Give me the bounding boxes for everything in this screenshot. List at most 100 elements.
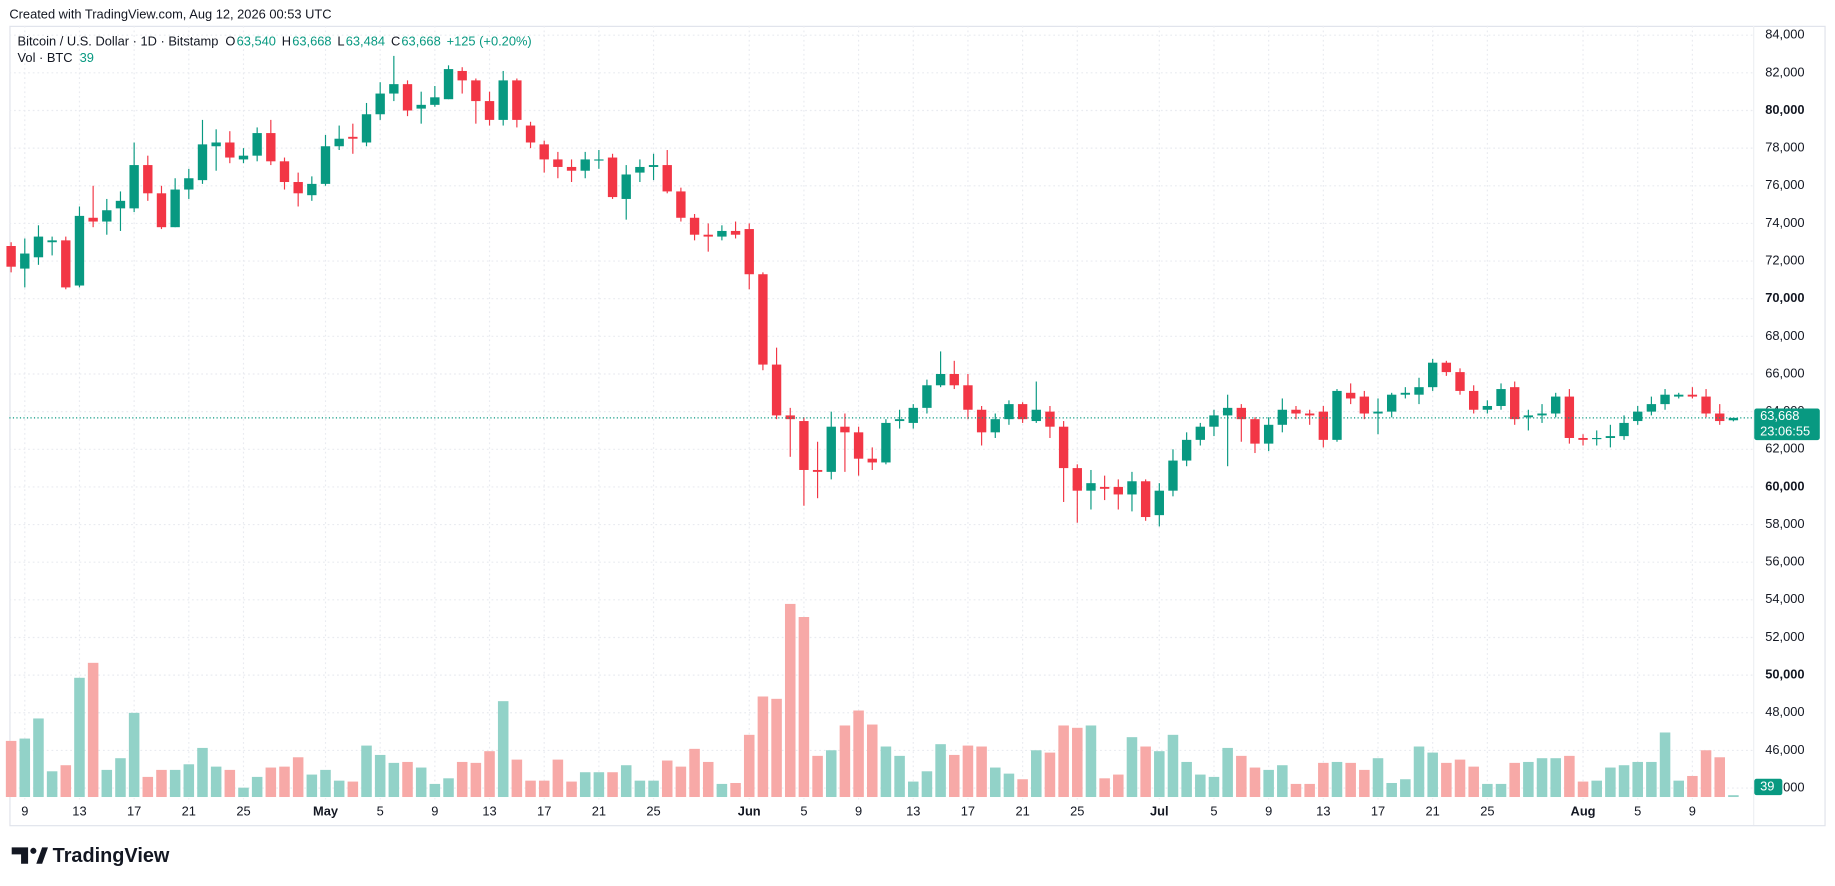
candle-body <box>129 165 139 209</box>
candle-body <box>6 246 16 267</box>
volume-bar <box>361 745 372 798</box>
x-tick-label: Aug <box>1571 804 1596 819</box>
y-tick-label: 82,000 <box>1765 64 1804 79</box>
candle-body <box>730 230 741 235</box>
volume-bar <box>1454 759 1466 798</box>
candle-body <box>1113 486 1123 495</box>
candle-body <box>566 166 577 171</box>
candle-body <box>512 80 522 120</box>
candle-body <box>156 193 167 228</box>
volume-bar <box>702 761 714 798</box>
candle-body <box>197 144 208 181</box>
volume-bar <box>46 771 58 798</box>
candle-body <box>990 419 1000 433</box>
candle-body <box>539 144 549 160</box>
volume-bar <box>19 738 31 798</box>
candle-body <box>238 155 249 160</box>
x-tick-label: 21 <box>182 804 196 819</box>
x-tick-label: 17 <box>961 804 975 819</box>
volume-bar <box>1605 767 1616 798</box>
y-tick-label: 48,000 <box>1765 704 1804 719</box>
y-tick-label: 52,000 <box>1765 629 1804 644</box>
volume-bar <box>265 767 277 798</box>
volume-bar <box>1318 762 1329 798</box>
candle-body <box>1687 394 1698 397</box>
change-label: +125 (+0.20%) <box>447 34 532 49</box>
x-tick-label: 9 <box>1689 804 1696 819</box>
candle-body <box>1086 483 1096 491</box>
candle-body <box>1455 372 1465 391</box>
volume-bar <box>525 780 536 798</box>
volume-bar <box>1345 762 1356 798</box>
volume-bar <box>402 761 413 798</box>
volume-bar <box>1113 774 1124 798</box>
candle-body <box>881 422 891 463</box>
candle-body <box>1195 426 1205 440</box>
candle-body <box>826 426 836 472</box>
volume-bar <box>935 744 946 798</box>
candle-body <box>348 136 358 139</box>
volume-bar <box>1659 732 1671 798</box>
volume-bar <box>1304 783 1315 798</box>
candle-body <box>1359 396 1370 414</box>
ohlc-key: O <box>225 34 235 49</box>
volume-bar <box>443 778 454 798</box>
volume-bar <box>880 746 892 798</box>
last-price-tag <box>1754 408 1820 441</box>
y-tick-label: 58,000 <box>1765 516 1804 531</box>
volume-bar <box>320 769 331 798</box>
y-tick-label: 66,000 <box>1765 365 1804 380</box>
volume-bar <box>292 757 304 798</box>
countdown: 23:06:55 <box>1760 423 1810 438</box>
candle-body <box>1045 411 1055 427</box>
volume-bar <box>1441 762 1452 798</box>
volume-bar <box>866 724 878 798</box>
volume-bar <box>1331 761 1343 798</box>
candle-body <box>293 182 303 194</box>
candle-body <box>1277 409 1288 425</box>
candle-body <box>1004 404 1014 420</box>
candle-body <box>1674 394 1684 397</box>
candle-body <box>1345 392 1356 399</box>
x-tick-label: 17 <box>1371 804 1385 819</box>
volume-bar <box>128 712 140 798</box>
volume-bar <box>1632 761 1643 798</box>
candle-body <box>47 240 57 243</box>
volume-bar <box>839 725 851 798</box>
candle-body <box>840 426 850 433</box>
x-tick-label: 25 <box>1070 804 1084 819</box>
candle-body <box>1127 481 1137 495</box>
candle-body <box>1619 422 1629 437</box>
x-tick-label: 21 <box>1426 804 1440 819</box>
candle-body <box>61 240 71 288</box>
candle-body <box>266 133 276 162</box>
volume-bar <box>1154 751 1165 798</box>
volume-bar <box>1140 746 1151 798</box>
candle-body <box>1496 389 1506 406</box>
volume-bar <box>566 781 577 798</box>
volume-bar <box>1495 783 1507 798</box>
candle-body <box>621 174 631 199</box>
candle-body <box>1551 396 1561 414</box>
candle-body <box>648 165 659 167</box>
volume-bar <box>1523 761 1534 798</box>
candle-body <box>1168 460 1178 491</box>
candle-body <box>1304 413 1315 416</box>
brand-name: TradingView <box>53 845 170 867</box>
candle-body <box>1701 396 1711 414</box>
volume-bar <box>279 766 290 798</box>
y-tick-label: 84,000 <box>1765 27 1804 42</box>
volume-bar <box>1277 765 1288 798</box>
candle-body <box>389 84 399 94</box>
volume-bar <box>374 754 386 798</box>
volume-bar <box>798 617 810 798</box>
logo-dot <box>30 847 37 854</box>
candle-body <box>853 432 864 459</box>
candles <box>6 55 1739 527</box>
volume-bar <box>1550 758 1561 798</box>
candle-body <box>211 142 221 147</box>
volume-bar <box>634 780 646 798</box>
candle-body <box>785 415 795 420</box>
volume-bar <box>1427 752 1438 798</box>
